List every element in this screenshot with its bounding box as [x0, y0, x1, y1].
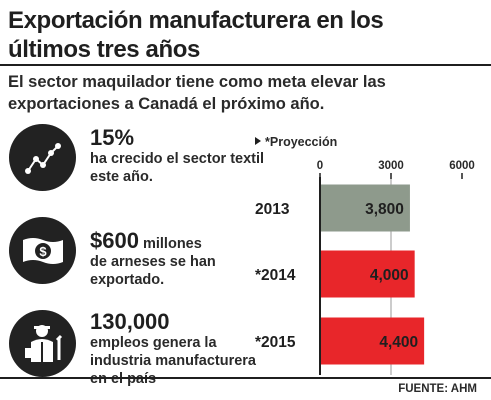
bar-chart: 0 3000 6000 2013 3,800 *2014 4,000 *2015 4,400	[255, 160, 475, 375]
fact-jobs-text: 130,000 empleos genera la industria manu…	[90, 310, 270, 388]
footer-divider	[0, 377, 491, 379]
worker-icon	[9, 310, 76, 377]
chart-legend: *Proyección	[255, 135, 337, 149]
page-title: Exportación manufacturera en los últimos…	[8, 7, 384, 63]
value-label: 3,800	[365, 201, 404, 218]
legend-label: *Proyección	[265, 135, 338, 149]
facts-panel: 15% ha crecido el sector textil este año…	[0, 120, 264, 390]
bar	[320, 250, 415, 298]
category-label: 2013	[255, 201, 290, 218]
page-subtitle: El sector maquilador tiene como meta ele…	[8, 73, 386, 113]
triangle-marker-icon	[255, 137, 261, 145]
category-label: *2014	[255, 267, 296, 284]
value-label: 4,400	[379, 334, 418, 351]
money-bill-icon: $	[9, 217, 76, 284]
x-tick-label: 3000	[378, 160, 404, 172]
x-tick-label: 6000	[449, 160, 475, 172]
growth-chart-icon	[9, 124, 76, 191]
fact-exports-value: $600	[90, 228, 139, 253]
bar	[320, 184, 410, 232]
fact-exports-description: de arneses se han exportado.	[90, 254, 216, 288]
bar	[320, 317, 425, 365]
title-divider	[0, 64, 491, 66]
category-label: *2015	[255, 334, 296, 351]
svg-text:$: $	[39, 244, 47, 259]
x-tick-label: 0	[317, 160, 323, 172]
fact-jobs-value: 130,000	[90, 309, 170, 334]
fact-exports-unit: millones	[138, 236, 202, 252]
value-label: 4,000	[370, 267, 409, 284]
source-credit: FUENTE: AHM	[398, 383, 477, 395]
fact-growth-text: 15% ha crecido el sector textil este año…	[90, 126, 270, 186]
fact-exports-text: $600 millones de arneses se han exportad…	[90, 229, 270, 289]
fact-growth-value: 15%	[90, 125, 135, 150]
fact-growth-description: ha crecido el sector textil este año.	[90, 151, 265, 185]
fact-jobs-description: empleos genera la industria manufacturer…	[90, 335, 256, 387]
